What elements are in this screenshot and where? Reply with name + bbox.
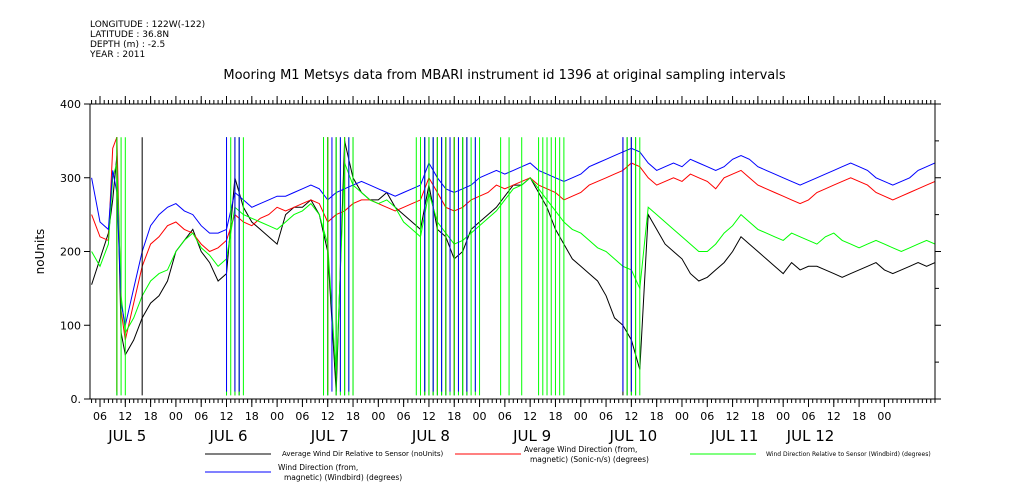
x-tick-label-22: 18 <box>650 410 664 423</box>
x-tick-label-10: 18 <box>346 410 360 423</box>
x-tick-label-24: 06 <box>700 410 714 423</box>
x-tick-label-14: 18 <box>447 410 461 423</box>
x-tick-label-25: 12 <box>726 410 740 423</box>
x-tick-label-6: 18 <box>245 410 259 423</box>
y-tick-label-2: 200 <box>60 246 81 259</box>
y-tick-label-3: 300 <box>60 172 81 185</box>
x-tick-label-3: 00 <box>169 410 183 423</box>
x-tick-label-26: 18 <box>751 410 765 423</box>
x-tick-label-23: 00 <box>675 410 689 423</box>
legend-label-0: Average Wind Dir Relative to Sensor (noU… <box>282 450 443 458</box>
x-tick-label-29: 12 <box>827 410 841 423</box>
x-day-label-5: JUL 10 <box>609 427 658 445</box>
x-tick-label-18: 18 <box>548 410 562 423</box>
x-tick-label-7: 00 <box>270 410 284 423</box>
depth-label: DEPTH (m) : -2.5 <box>90 40 166 50</box>
x-day-label-1: JUL 6 <box>208 427 247 445</box>
x-day-label-6: JUL 11 <box>710 427 759 445</box>
y-tick-label-1: 100 <box>60 319 81 332</box>
x-day-label-4: JUL 9 <box>512 427 551 445</box>
series-line-2 <box>91 162 935 377</box>
x-tick-label-11: 00 <box>371 410 385 423</box>
legend-label-1-line2: magnetic) (Sonic-n/s) (degrees) <box>530 455 649 464</box>
x-tick-label-0: 06 <box>93 410 107 423</box>
x-tick-label-2: 18 <box>144 410 158 423</box>
x-tick-label-30: 18 <box>852 410 866 423</box>
legend-label-3: Wind Direction (from, <box>278 463 358 472</box>
legend-label-2: Wind Direction Relative to Sensor (Windb… <box>766 451 931 458</box>
x-tick-label-5: 12 <box>220 410 234 423</box>
x-tick-label-9: 12 <box>321 410 335 423</box>
y-axis-label: noUnits <box>33 229 47 275</box>
series-line-3 <box>91 147 935 326</box>
x-day-label-2: JUL 7 <box>310 427 349 445</box>
x-day-label-0: JUL 5 <box>107 427 146 445</box>
x-tick-label-4: 06 <box>194 410 208 423</box>
x-tick-label-16: 06 <box>498 410 512 423</box>
x-tick-label-13: 12 <box>422 410 436 423</box>
x-tick-label-28: 06 <box>801 410 815 423</box>
metadata-block: LONGITUDE : 122W(-122) LATITUDE : 36.8N … <box>90 20 205 60</box>
x-tick-label-17: 12 <box>523 410 537 423</box>
chart-title: Mooring M1 Metsys data from MBARI instru… <box>223 68 786 83</box>
plot-frame <box>89 103 936 400</box>
longitude-label: LONGITUDE : 122W(-122) <box>90 20 206 30</box>
x-day-label-3: JUL 8 <box>411 427 450 445</box>
x-day-label-7: JUL 12 <box>786 427 835 445</box>
x-tick-label-19: 00 <box>574 410 588 423</box>
series-line-1 <box>91 137 935 341</box>
latitude-label: LATITUDE : 36.8N <box>90 30 170 40</box>
y-tick-label-4: 400 <box>60 98 81 111</box>
x-tick-label-27: 00 <box>776 410 790 423</box>
x-tick-label-31: 00 <box>877 410 891 423</box>
legend-label-1: Average Wind Direction (from, <box>524 445 637 454</box>
y-tick-label-0: 0. <box>71 393 82 406</box>
x-tick-label-20: 06 <box>599 410 613 423</box>
x-tick-label-8: 06 <box>295 410 309 423</box>
year-label: YEAR : 2011 <box>90 50 146 60</box>
x-tick-label-12: 06 <box>397 410 411 423</box>
x-tick-label-1: 12 <box>118 410 132 423</box>
x-tick-label-15: 00 <box>473 410 487 423</box>
legend-label-3-line2: magnetic) (Windbird) (degrees) <box>284 473 402 482</box>
x-tick-label-21: 12 <box>624 410 638 423</box>
